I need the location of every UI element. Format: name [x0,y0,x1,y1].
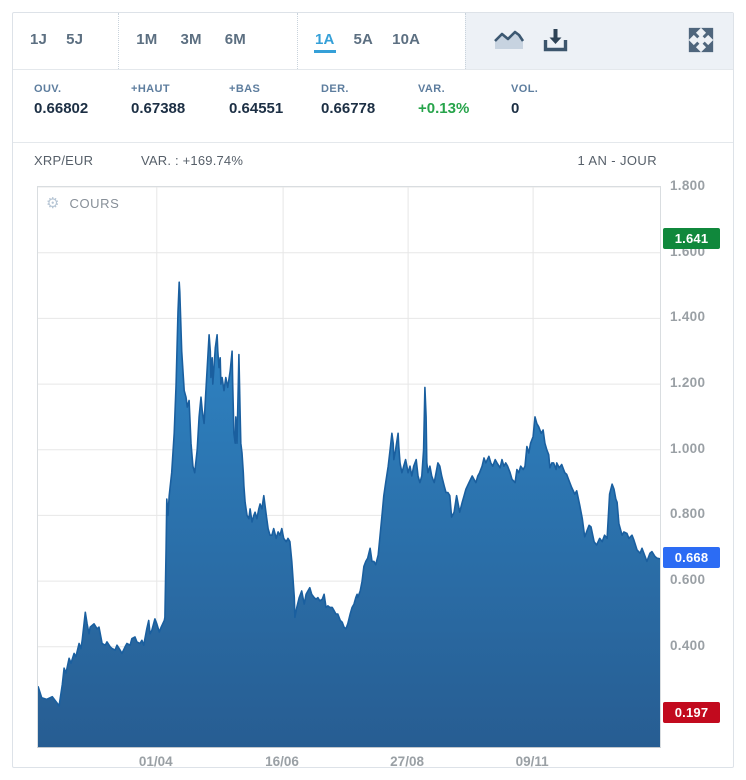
fullscreen-button[interactable] [683,22,719,61]
stat-low: +BAS 0.64551 [229,83,321,142]
area-chart-icon [492,28,526,55]
period-button-5a[interactable]: 5A [353,29,375,53]
y-axis-label: 1.000 [670,440,706,456]
stat-open-label: OUV. [34,83,62,95]
toolbar-icon-panel [465,13,733,69]
low-badge: 0.197 [663,701,720,723]
y-axis-label: 0.400 [670,637,706,653]
period-group-months: 1M 3M 6M [119,13,298,69]
y-axis-label: 1.200 [670,375,706,391]
price-area-svg [38,187,660,747]
stat-variation-label: VAR. [418,83,446,95]
stat-high-label: +HAUT [131,83,170,95]
period-button-1j[interactable]: 1J [29,29,48,53]
quote-chart-widget: 1J 5J 1M 3M 6M 1A 5A 10A [12,12,734,768]
chart-symbol: XRP/EUR [34,153,94,168]
stat-last: DER. 0.66778 [321,83,418,142]
y-axis-label: 0.800 [670,506,706,522]
toolbar: 1J 5J 1M 3M 6M 1A 5A 10A [13,13,733,70]
period-button-1a[interactable]: 1A [313,29,336,53]
period-button-3m[interactable]: 3M [179,29,202,53]
x-axis-label: 09/11 [515,754,549,768]
series-legend[interactable]: ⚙ COURS [46,196,119,211]
y-axis-label: 1.400 [670,309,706,325]
period-group-years: 1A 5A 10A [298,13,465,69]
fullscreen-expand-icon [685,24,717,59]
quote-stats-bar: OUV. 0.66802 +HAUT 0.67388 +BAS 0.64551 … [13,70,733,143]
period-button-10a[interactable]: 10A [391,29,421,53]
stat-last-label: DER. [321,83,349,95]
stat-variation-value: +0.13% [418,100,470,117]
stat-volume-label: VOL. [511,83,539,95]
period-button-1m[interactable]: 1M [135,29,158,53]
x-axis-label: 16/06 [265,754,299,768]
chart-area: XRP/EUR VAR. : +169.74% 1 AN - JOUR ⚙ CO… [13,143,733,768]
stat-volume-value: 0 [511,100,520,117]
chart-type-button[interactable] [490,26,528,57]
stat-high-value: 0.67388 [131,100,186,117]
stat-variation: VAR. +0.13% [418,83,511,142]
period-group-days: 1J 5J [13,13,120,69]
period-button-6m[interactable]: 6M [224,29,247,53]
stat-low-value: 0.64551 [229,100,284,117]
chart-variation: VAR. : +169.74% [141,153,244,168]
stat-last-value: 0.66778 [321,100,376,117]
y-axis-label: 1.800 [670,178,706,193]
gear-icon: ⚙ [46,195,60,212]
high-badge: 1.641 [663,227,720,249]
x-axis-label: 01/04 [138,754,173,768]
download-button[interactable] [540,25,571,58]
chart-range-label: 1 AN - JOUR [577,153,657,168]
price-plot[interactable] [37,186,661,748]
stat-open: OUV. 0.66802 [34,83,131,142]
download-icon [542,27,569,56]
series-legend-label: COURS [69,196,120,211]
last-badge: 0.668 [663,547,720,569]
stat-volume: VOL. 0 [511,83,538,142]
period-button-5j[interactable]: 5J [65,29,84,53]
y-axis-label: 0.600 [670,572,706,588]
stat-open-value: 0.66802 [34,100,89,117]
stat-high: +HAUT 0.67388 [131,83,229,142]
stat-low-label: +BAS [229,83,261,95]
x-axis-label: 27/08 [390,754,424,768]
